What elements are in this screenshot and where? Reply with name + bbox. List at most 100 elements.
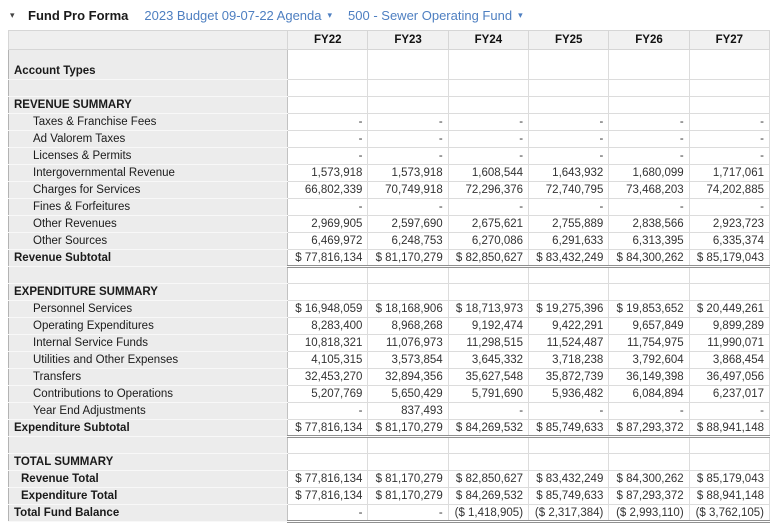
data-cell: -	[287, 113, 369, 131]
data-cell	[608, 49, 690, 80]
data-cell	[528, 436, 610, 454]
data-cell: $ 19,275,396	[528, 300, 610, 318]
data-cell: 9,192,474	[447, 317, 530, 335]
data-cell: 2,923,723	[688, 215, 771, 233]
data-cell	[447, 96, 530, 114]
data-cell: ($ 2,993,110)	[608, 504, 690, 523]
data-cell: 2,597,690	[367, 215, 449, 233]
detail-row: Other Sources 6,469,972 6,248,753 6,270,086…	[8, 232, 771, 250]
data-cell: $ 16,948,059	[287, 300, 369, 318]
data-cell	[688, 96, 771, 114]
detail-row: Internal Service Funds 10,818,321 11,076,9…	[8, 334, 771, 352]
chevron-down-icon: ▾	[327, 9, 333, 20]
data-cell: 1,643,932	[528, 164, 610, 182]
budget-dropdown[interactable]: 2023 Budget 09-07-22 Agenda ▾	[144, 8, 332, 23]
data-cell: -	[447, 130, 530, 148]
data-cell: $ 83,432,249	[528, 470, 610, 488]
data-cell: -	[608, 402, 690, 420]
data-cell: 1,573,918	[287, 164, 369, 182]
data-cell: -	[287, 402, 369, 420]
data-cell: -	[528, 113, 610, 131]
data-cell: 10,818,321	[287, 334, 369, 352]
column-header-fy23: FY23	[367, 30, 449, 50]
column-header-row: FY22 FY23 FY24 FY25 FY26 FY27	[7, 30, 771, 50]
section-row: REVENUE SUMMARY	[8, 96, 771, 114]
data-cell: -	[528, 147, 610, 165]
column-header-fy27: FY27	[688, 30, 771, 50]
collapse-triangle-icon[interactable]: ▾	[10, 9, 15, 20]
data-cell: -	[367, 198, 449, 216]
data-cell: 3,868,454	[688, 351, 771, 369]
data-cell	[528, 283, 610, 301]
data-cell	[367, 453, 449, 471]
data-cell: 5,650,429	[367, 385, 449, 403]
fund-dropdown[interactable]: 500 - Sewer Operating Fund ▾	[348, 8, 523, 23]
spacer-row	[8, 79, 771, 97]
data-cell: 8,968,268	[367, 317, 449, 335]
data-cell: $ 82,850,627	[447, 470, 530, 488]
data-cell: 6,469,972	[287, 232, 369, 250]
data-cell: -	[447, 113, 530, 131]
column-header-fy24: FY24	[447, 30, 530, 50]
data-cell	[608, 96, 690, 114]
data-cell: -	[287, 147, 369, 165]
group-row: Account Types	[8, 49, 771, 80]
chevron-down-icon: ▾	[518, 9, 523, 20]
row-label: Ad Valorem Taxes	[8, 130, 289, 148]
data-cell: 6,248,753	[367, 232, 449, 250]
row-label: Other Sources	[8, 232, 289, 250]
data-cell	[528, 266, 610, 284]
column-header-fy22: FY22	[287, 30, 369, 50]
detail-row: Utilities and Other Expenses 4,105,315 3,5…	[8, 351, 771, 369]
row-label: Personnel Services	[8, 300, 289, 318]
data-cell	[447, 283, 530, 301]
row-label: Account Types	[8, 49, 289, 80]
data-cell: 9,899,289	[688, 317, 771, 335]
budget-dropdown-label: 2023 Budget 09-07-22 Agenda	[144, 7, 322, 23]
data-cell: $ 84,300,262	[608, 249, 690, 268]
data-cell	[287, 436, 369, 454]
data-cell	[528, 49, 610, 80]
data-cell: $ 81,170,279	[367, 419, 449, 438]
data-cell	[447, 436, 530, 454]
data-cell: $ 20,449,261	[688, 300, 771, 318]
data-cell: $ 85,749,633	[528, 487, 610, 505]
data-cell	[287, 79, 369, 97]
row-label	[8, 436, 289, 454]
data-cell: -	[287, 130, 369, 148]
detail-row: Contributions to Operations 5,207,769 5,65…	[8, 385, 771, 403]
row-label: Expenditure Subtotal	[8, 419, 289, 437]
data-cell	[688, 453, 771, 471]
data-cell: $ 81,170,279	[367, 470, 449, 488]
data-cell: 8,283,400	[287, 317, 369, 335]
data-cell	[688, 266, 771, 284]
data-cell: $ 81,170,279	[367, 487, 449, 505]
data-cell: 72,296,376	[447, 181, 530, 199]
data-cell: -	[688, 113, 771, 131]
data-cell: 6,237,017	[688, 385, 771, 403]
detail-row: Licenses & Permits - - - - - -	[8, 147, 771, 165]
row-label: Revenue Subtotal	[8, 249, 289, 267]
data-cell: 35,627,548	[447, 368, 530, 386]
data-cell	[447, 79, 530, 97]
data-cell: -	[688, 198, 771, 216]
data-cell: 73,468,203	[608, 181, 690, 199]
section-row: TOTAL SUMMARY	[8, 453, 771, 471]
fund-pro-forma-table: FY22 FY23 FY24 FY25 FY26 FY27 Account Types RE…	[7, 30, 771, 523]
total-row: Revenue Total $ 77,816,134 $ 81,170,279 $ 8…	[8, 470, 771, 488]
data-cell: $ 85,179,043	[688, 249, 771, 268]
data-cell	[688, 79, 771, 97]
data-cell: 32,894,356	[367, 368, 449, 386]
data-cell: $ 18,168,906	[367, 300, 449, 318]
data-cell: $ 18,713,973	[447, 300, 530, 318]
data-cell	[287, 453, 369, 471]
detail-row: Ad Valorem Taxes - - - - - -	[8, 130, 771, 148]
row-label: Other Revenues	[8, 215, 289, 233]
data-cell: -	[528, 198, 610, 216]
data-cell	[367, 96, 449, 114]
data-cell: 2,755,889	[528, 215, 610, 233]
data-cell: 837,493	[367, 402, 449, 420]
data-cell: 6,313,395	[608, 232, 690, 250]
data-cell: 72,740,795	[528, 181, 610, 199]
data-cell	[447, 266, 530, 284]
